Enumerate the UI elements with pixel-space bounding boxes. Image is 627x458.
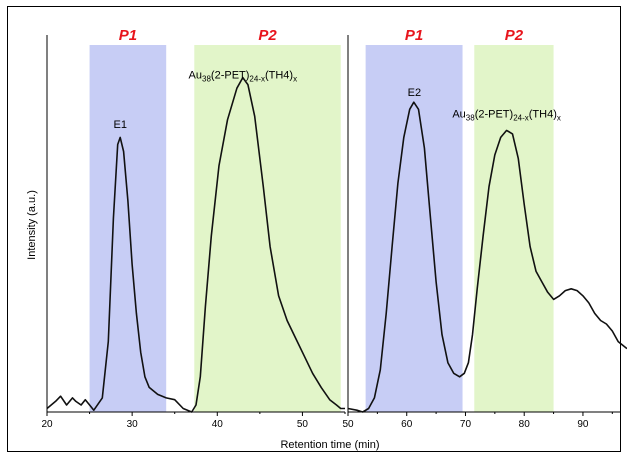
annotation-part: (2-PET)	[211, 70, 250, 82]
annotation-part: 24-x	[513, 113, 529, 122]
x-tick-label: 40	[212, 419, 224, 430]
annotation-part: x	[293, 75, 297, 84]
x-tick-label: 20	[41, 419, 53, 430]
region-p1	[89, 45, 167, 412]
region-label-p2: P2	[505, 27, 524, 44]
annotation-part: Au	[189, 70, 202, 82]
peak-annotation: Au38(2-PET)24-x(TH4)x	[189, 70, 298, 84]
region-label-p1: P1	[405, 27, 423, 44]
x-tick-label: 90	[577, 419, 589, 430]
x-tick-label: 50	[297, 419, 309, 430]
series-line	[347, 101, 627, 413]
series-line	[46, 76, 345, 413]
peak-annotation: E2	[408, 87, 421, 99]
annotation-part: 24-x	[249, 75, 265, 84]
annotation-part: 38	[202, 75, 211, 84]
x-tick-label: 70	[460, 419, 472, 430]
x-axis-label: Retention time (min)	[280, 439, 379, 451]
region-p2	[474, 45, 554, 412]
x-tick-label: 50	[342, 419, 354, 430]
region-label-p1: P1	[119, 27, 137, 44]
region-p1	[365, 45, 463, 412]
right-panel: P1 P2 50 60 70 80 90 E2 Au38(2-PET)24-x(TH4)x	[342, 27, 627, 430]
annotation-part: (TH4)	[265, 70, 293, 82]
y-axis-label: Intensity (a.u.)	[26, 190, 38, 260]
x-tick-label: 60	[401, 419, 413, 430]
region-label-p2: P2	[258, 27, 277, 44]
peak-annotation: Au38(2-PET)24-x(TH4)x	[452, 108, 561, 122]
annotation-part: x	[557, 113, 561, 122]
x-tick-label: 80	[519, 419, 531, 430]
annotation-part: (2-PET)	[475, 108, 514, 120]
annotation-part: (TH4)	[529, 108, 557, 120]
annotation-part: 38	[466, 113, 475, 122]
peak-annotation: E1	[113, 119, 126, 131]
left-panel: P1 P2 20 30 40 50 E1 Au38(2-PET)24-x(TH4)x	[41, 27, 346, 430]
x-tick-label: 30	[127, 419, 139, 430]
annotation-part: Au	[452, 108, 465, 120]
